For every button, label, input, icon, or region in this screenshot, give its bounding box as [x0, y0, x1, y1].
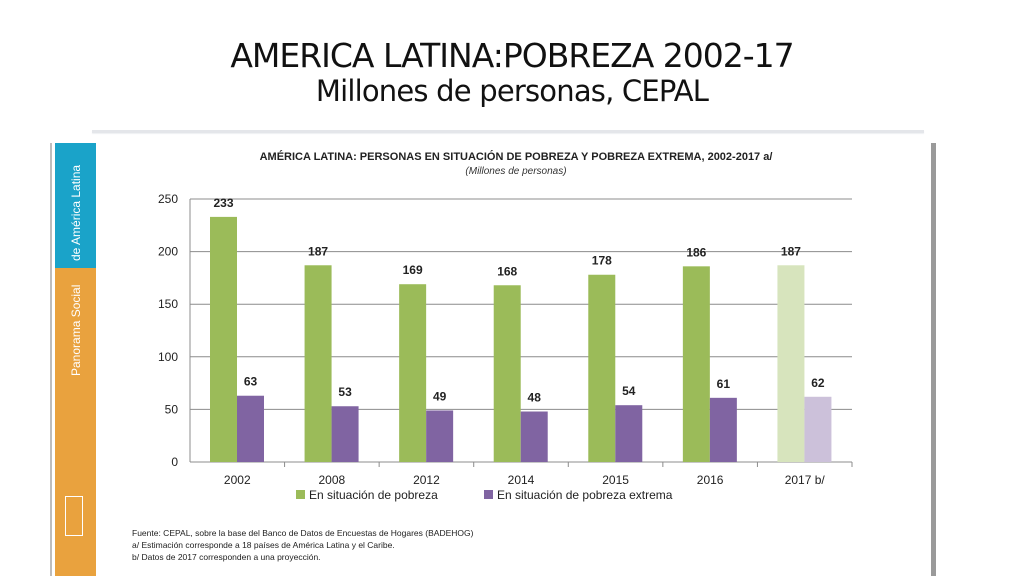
footnote-source: Fuente: CEPAL, sobre la base del Banco d…	[132, 528, 474, 538]
x-tick-label: 2017 b/	[785, 473, 826, 487]
x-tick-label: 2016	[697, 473, 724, 487]
bar-poverty	[777, 265, 805, 462]
x-tick-label: 2008	[319, 473, 346, 487]
y-tick-label: 200	[158, 245, 178, 259]
bar-extreme-poverty	[331, 406, 359, 462]
bar-extreme-poverty	[804, 396, 832, 462]
legend-label: En situación de pobreza	[309, 488, 438, 502]
sidebar-orange-band: Panorama Social	[55, 268, 96, 576]
sidebar-blue-band: de América Latina	[55, 143, 96, 268]
x-tick-label: 2012	[413, 473, 440, 487]
bar-extreme-poverty	[520, 411, 548, 462]
x-tick-label: 2014	[508, 473, 535, 487]
data-label: 233	[213, 196, 233, 210]
bar-extreme-poverty	[237, 395, 264, 462]
x-tick-label: 2002	[224, 473, 251, 487]
slide-title-line2: Millones de personas, CEPAL	[315, 73, 709, 108]
footnote-b: b/ Datos de 2017 corresponden a una proy…	[132, 552, 321, 562]
bar-poverty	[304, 265, 332, 462]
data-label: 63	[244, 375, 258, 389]
data-label: 187	[308, 244, 328, 258]
y-tick-label: 150	[158, 297, 178, 311]
data-label: 169	[403, 263, 423, 277]
y-tick-label: 100	[158, 350, 178, 364]
x-tick-label: 2015	[602, 473, 629, 487]
chart-subtitle: (Millones de personas)	[465, 166, 567, 177]
bar-poverty	[682, 266, 710, 462]
legend-swatch-poverty	[296, 490, 305, 499]
title-divider	[92, 130, 924, 133]
data-label: 187	[781, 244, 801, 258]
chart-title: AMÉRICA LATINA: PERSONAS EN SITUACIÓN DE…	[259, 151, 773, 163]
footnote-a: a/ Estimación corresponde a 18 países de…	[132, 540, 395, 550]
data-label: 61	[717, 377, 731, 391]
bar-extreme-poverty	[709, 397, 737, 462]
data-label: 54	[622, 384, 636, 398]
data-label: 48	[528, 391, 542, 405]
y-tick-label: 50	[165, 402, 179, 416]
bar-poverty	[588, 274, 616, 462]
data-label: 62	[811, 376, 825, 390]
legend-swatch-extreme	[484, 490, 493, 499]
data-label: 168	[497, 264, 517, 278]
data-label: 186	[686, 245, 706, 259]
y-tick-label: 250	[158, 192, 178, 206]
footnotes: Fuente: CEPAL, sobre la base del Banco d…	[132, 527, 473, 563]
slide-title: AMERICA LATINA:POBREZA 2002-17 Millones …	[0, 36, 1024, 108]
bar-poverty	[399, 284, 427, 462]
y-tick-label: 0	[171, 455, 178, 469]
sidebar-strip: de América Latina Panorama Social	[55, 143, 96, 576]
bar-extreme-poverty	[615, 405, 643, 462]
bar-extreme-poverty	[426, 410, 454, 462]
bar-poverty	[493, 285, 521, 462]
slide-title-line1: AMERICA LATINA:POBREZA 2002-17	[230, 36, 794, 75]
cepal-logo-icon	[65, 496, 83, 536]
legend-label: En situación de pobreza extrema	[497, 488, 673, 502]
data-label: 178	[592, 254, 612, 268]
data-label: 49	[433, 389, 447, 403]
bar-poverty	[210, 216, 237, 462]
data-label: 53	[338, 385, 352, 399]
